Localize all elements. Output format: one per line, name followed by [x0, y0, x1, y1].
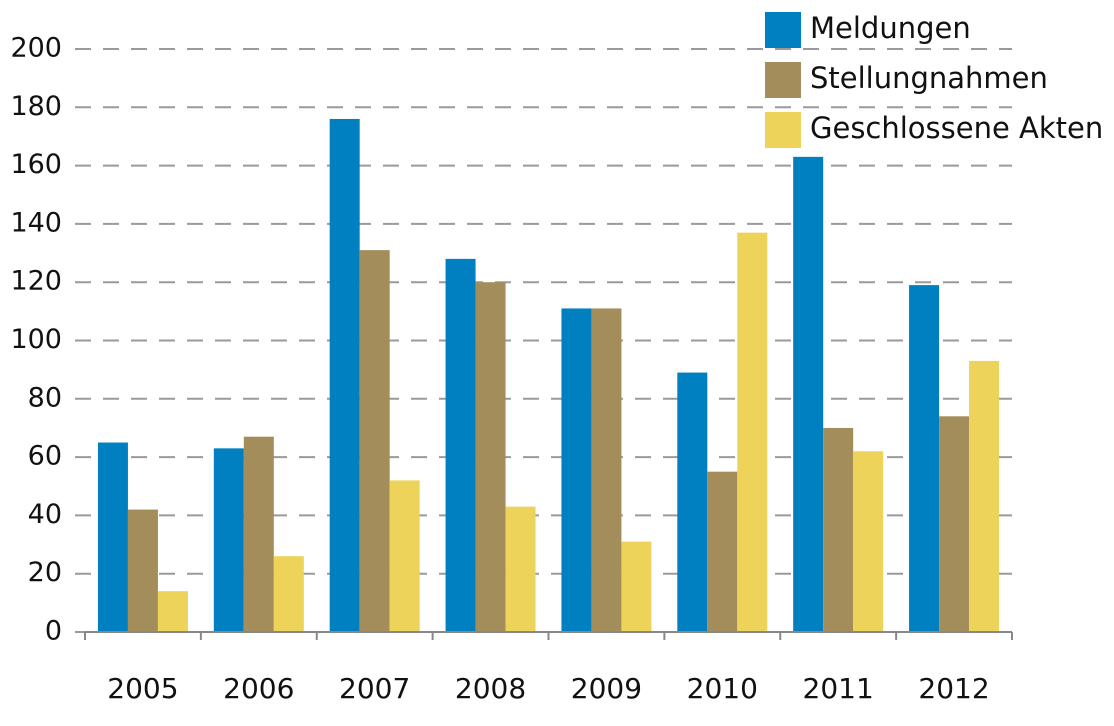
bar — [329, 118, 360, 632]
bar — [97, 442, 128, 632]
bar — [359, 250, 390, 632]
y-tick-label: 40 — [28, 499, 62, 530]
legend-label: Meldungen — [810, 11, 971, 45]
x-tick-label: 2007 — [339, 672, 410, 705]
legend-swatch — [765, 12, 801, 48]
bar — [969, 360, 1000, 632]
bar — [243, 436, 274, 632]
y-tick-label: 120 — [10, 266, 62, 297]
y-tick-label: 0 — [45, 616, 62, 647]
bar — [389, 480, 420, 632]
x-tick-label: 2006 — [223, 672, 294, 705]
x-tick-label: 2008 — [455, 672, 526, 705]
bar — [273, 556, 304, 632]
bar — [591, 308, 622, 632]
bar — [157, 591, 188, 632]
bar — [127, 509, 158, 632]
bar — [853, 451, 884, 632]
legend-swatch — [765, 112, 801, 148]
bar — [213, 448, 244, 632]
y-tick-label: 140 — [10, 207, 62, 238]
bar — [475, 282, 506, 632]
bar — [677, 372, 708, 632]
x-tick-label: 2010 — [687, 672, 758, 705]
bar — [707, 471, 738, 632]
y-tick-label: 200 — [10, 33, 62, 64]
y-tick-label: 100 — [10, 324, 62, 355]
y-tick-label: 80 — [28, 382, 62, 413]
legend-swatch — [765, 62, 801, 98]
x-tick-label: 2009 — [571, 672, 642, 705]
x-tick-label: 2005 — [107, 672, 178, 705]
bar — [505, 506, 536, 632]
bar — [939, 416, 970, 632]
x-tick-label: 2012 — [918, 672, 989, 705]
bar — [561, 308, 592, 632]
bar — [621, 541, 652, 632]
bar — [445, 258, 476, 632]
bar — [823, 427, 854, 632]
y-tick-label: 60 — [28, 441, 62, 472]
y-tick-label: 160 — [10, 149, 62, 180]
bar — [737, 232, 768, 632]
bar — [793, 156, 824, 633]
bar — [909, 285, 940, 632]
legend-label: Geschlossene Akten — [810, 111, 1103, 145]
legend-label: Stellungnahmen — [810, 61, 1048, 95]
y-tick-label: 180 — [10, 91, 62, 122]
y-tick-label: 20 — [28, 557, 62, 588]
x-tick-label: 2011 — [803, 672, 874, 705]
